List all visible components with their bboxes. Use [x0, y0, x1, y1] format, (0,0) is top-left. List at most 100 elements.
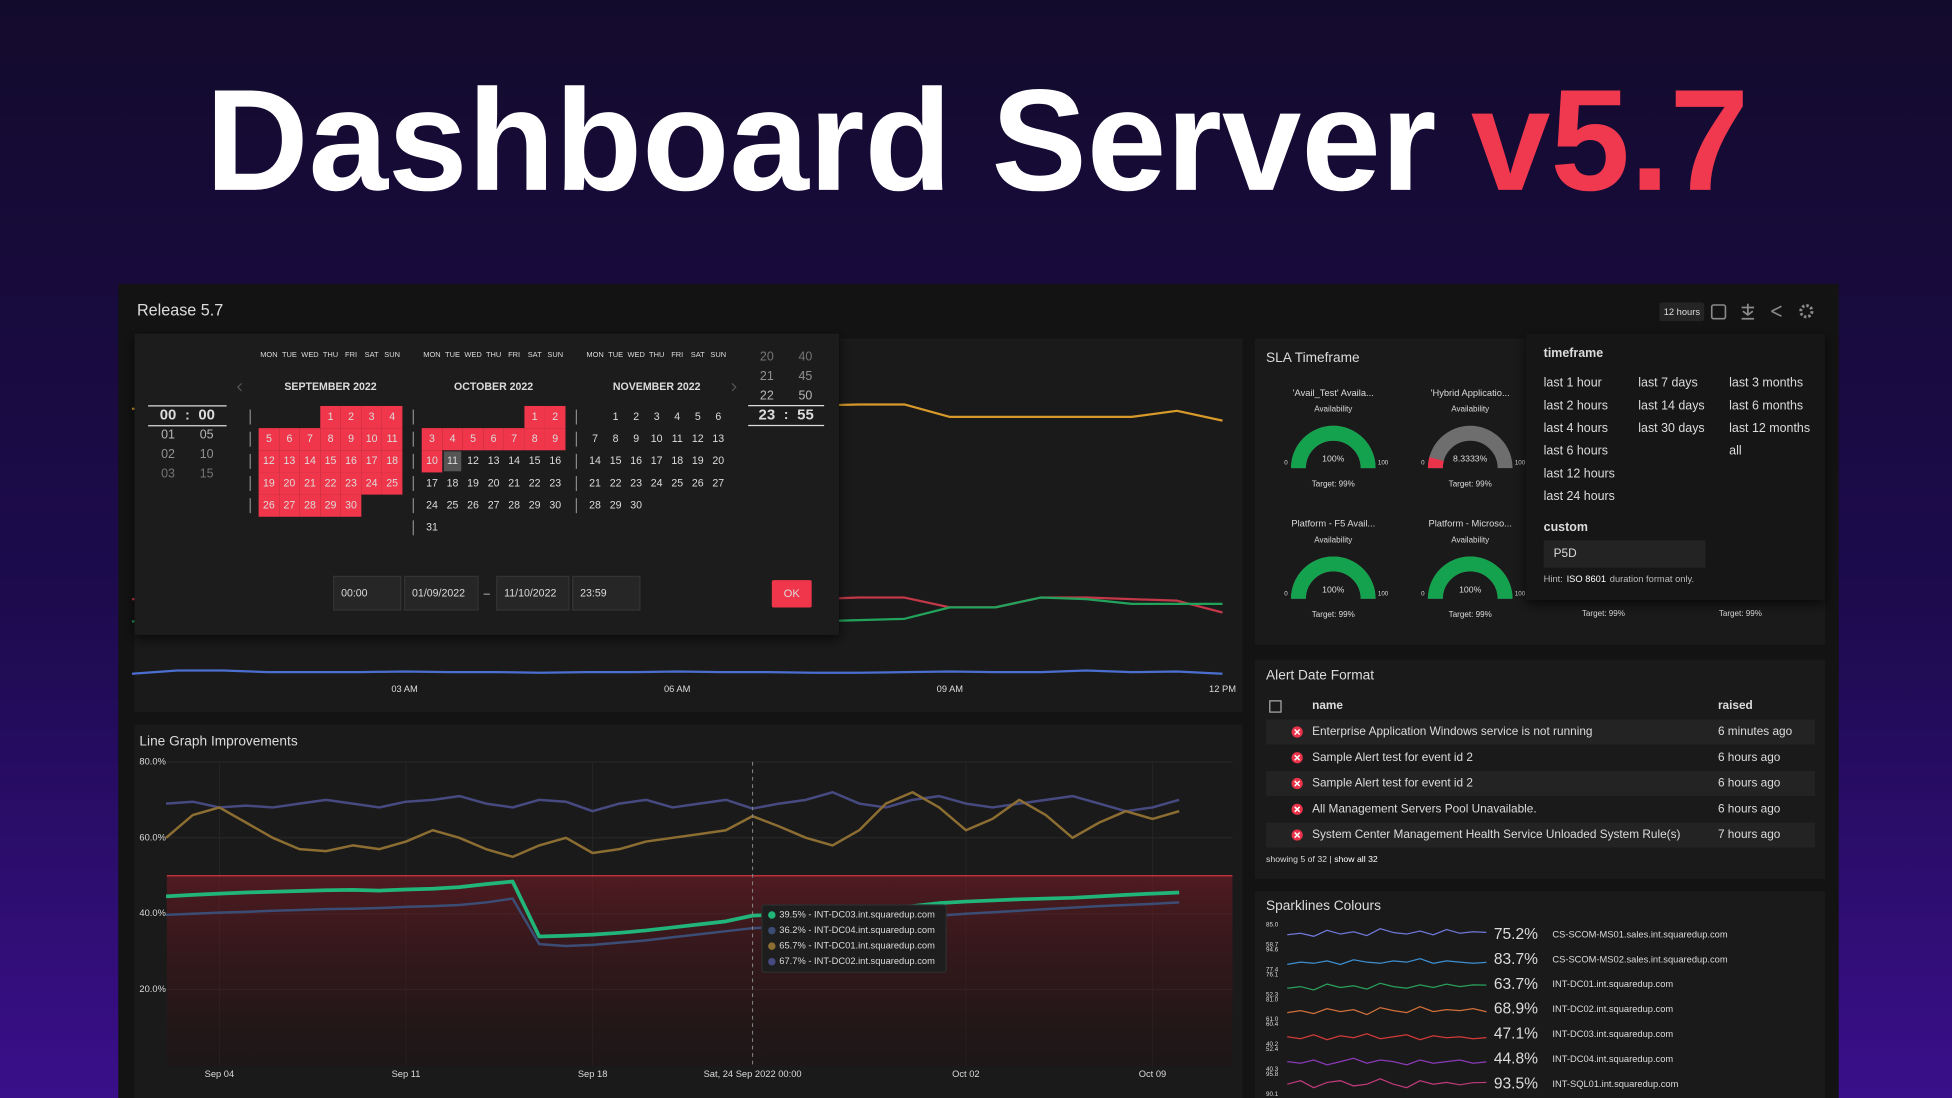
day[interactable]: 1	[613, 411, 619, 423]
alert-name[interactable]: Sample Alert test for event id 2	[1312, 776, 1473, 790]
day[interactable]: 28	[589, 499, 601, 511]
timeframe-option[interactable]: last 2 hours	[1544, 398, 1608, 412]
day[interactable]: 4	[450, 433, 456, 445]
day[interactable]: 26	[467, 499, 479, 511]
day[interactable]: 18	[386, 455, 398, 467]
hour[interactable]: 21	[760, 369, 774, 383]
day[interactable]: 19	[263, 477, 275, 489]
timeframe-option[interactable]: last 3 months	[1729, 376, 1803, 390]
share-icon[interactable]	[1771, 305, 1782, 317]
day[interactable]: 8	[328, 433, 334, 445]
alert-name[interactable]: System Center Management Health Service …	[1312, 827, 1680, 841]
hour[interactable]: 02	[161, 447, 175, 461]
day[interactable]: 15	[610, 455, 622, 467]
day[interactable]: 2	[552, 411, 558, 423]
day[interactable]: 7	[511, 433, 517, 445]
timeframe-option[interactable]: last 12 hours	[1544, 466, 1615, 480]
day[interactable]: 19	[467, 477, 479, 489]
day[interactable]: 13	[488, 455, 500, 467]
day[interactable]: 25	[447, 499, 459, 511]
minute[interactable]: 10	[200, 447, 214, 461]
day[interactable]: 19	[692, 455, 704, 467]
timeframe-option[interactable]: last 6 months	[1729, 398, 1803, 412]
day[interactable]: 29	[325, 499, 337, 511]
day[interactable]: 23	[549, 477, 561, 489]
date-input[interactable]	[333, 575, 402, 611]
day[interactable]: 28	[508, 499, 520, 511]
day[interactable]: 21	[508, 477, 520, 489]
day[interactable]: 6	[491, 433, 497, 445]
day[interactable]: 4	[389, 411, 395, 423]
download-icon[interactable]	[1741, 303, 1755, 320]
timeframe-option[interactable]: last 30 days	[1638, 421, 1704, 435]
day[interactable]: 11	[447, 455, 458, 467]
date-input[interactable]	[496, 575, 570, 611]
timeframe-option[interactable]: last 24 hours	[1544, 489, 1615, 503]
hour[interactable]: 00	[160, 407, 177, 424]
hour[interactable]: 01	[161, 427, 175, 441]
timeframe-option[interactable]: all	[1729, 444, 1741, 458]
day[interactable]: 24	[651, 477, 663, 489]
minute[interactable]: 05	[200, 427, 214, 441]
day[interactable]: 26	[692, 477, 704, 489]
timeframe-option[interactable]: last 14 days	[1638, 398, 1704, 412]
day[interactable]: 11	[387, 433, 398, 445]
day[interactable]: 10	[366, 433, 378, 445]
day[interactable]: 16	[549, 455, 561, 467]
day[interactable]: 14	[589, 455, 601, 467]
day[interactable]: 5	[695, 411, 701, 423]
select-all[interactable]	[1269, 700, 1282, 713]
day[interactable]: 27	[712, 477, 724, 489]
minute[interactable]: 15	[200, 466, 214, 480]
day[interactable]: 20	[284, 477, 296, 489]
alert-name[interactable]: Enterprise Application Windows service i…	[1312, 724, 1592, 738]
day[interactable]: 5	[470, 433, 476, 445]
day[interactable]: 21	[304, 477, 316, 489]
day[interactable]: 16	[345, 455, 357, 467]
day[interactable]: 21	[589, 477, 601, 489]
day[interactable]: 31	[426, 522, 438, 534]
day[interactable]: 5	[266, 433, 272, 445]
range-button[interactable]	[1659, 302, 1705, 322]
day[interactable]: 15	[325, 455, 337, 467]
alert-name[interactable]: All Management Servers Pool Unavailable.	[1312, 801, 1537, 815]
timeframe-option[interactable]: last 4 hours	[1544, 421, 1608, 435]
minute[interactable]: 40	[799, 350, 813, 364]
timeframe-option[interactable]: last 6 hours	[1544, 444, 1608, 458]
day[interactable]: 22	[325, 477, 337, 489]
day[interactable]: 9	[552, 433, 558, 445]
day[interactable]: 9	[633, 433, 639, 445]
date-input[interactable]	[403, 575, 479, 611]
timeframe-option[interactable]: last 7 days	[1638, 376, 1697, 390]
day[interactable]: 25	[671, 477, 683, 489]
day[interactable]: 7	[592, 433, 598, 445]
day[interactable]: 3	[429, 433, 435, 445]
day[interactable]: 9	[348, 433, 354, 445]
footer-link[interactable]: show all 32	[1334, 855, 1378, 865]
day[interactable]: 30	[630, 499, 642, 511]
minute[interactable]: 00	[198, 407, 215, 424]
date-input[interactable]	[572, 575, 641, 611]
day[interactable]: 13	[712, 433, 724, 445]
day[interactable]: 12	[263, 455, 275, 467]
day[interactable]: 2	[633, 411, 639, 423]
day[interactable]: 13	[284, 455, 296, 467]
day[interactable]: 18	[447, 477, 459, 489]
minute[interactable]: 50	[799, 388, 813, 402]
hour[interactable]: 03	[161, 466, 175, 480]
day[interactable]: 10	[426, 455, 438, 467]
day[interactable]: 24	[426, 499, 438, 511]
day[interactable]: 11	[672, 433, 683, 445]
day[interactable]: 30	[345, 499, 357, 511]
day[interactable]: 26	[263, 499, 275, 511]
minute[interactable]: 55	[797, 406, 814, 423]
prev-arrow[interactable]	[236, 382, 242, 392]
hour[interactable]: 20	[760, 350, 774, 364]
day[interactable]: 29	[529, 499, 541, 511]
alert-name[interactable]: Sample Alert test for event id 2	[1312, 750, 1473, 764]
ok-button[interactable]	[771, 580, 812, 608]
day[interactable]: 12	[692, 433, 704, 445]
day[interactable]: 30	[549, 499, 561, 511]
day[interactable]: 20	[712, 455, 724, 467]
timeframe-option[interactable]: last 1 hour	[1544, 376, 1602, 390]
